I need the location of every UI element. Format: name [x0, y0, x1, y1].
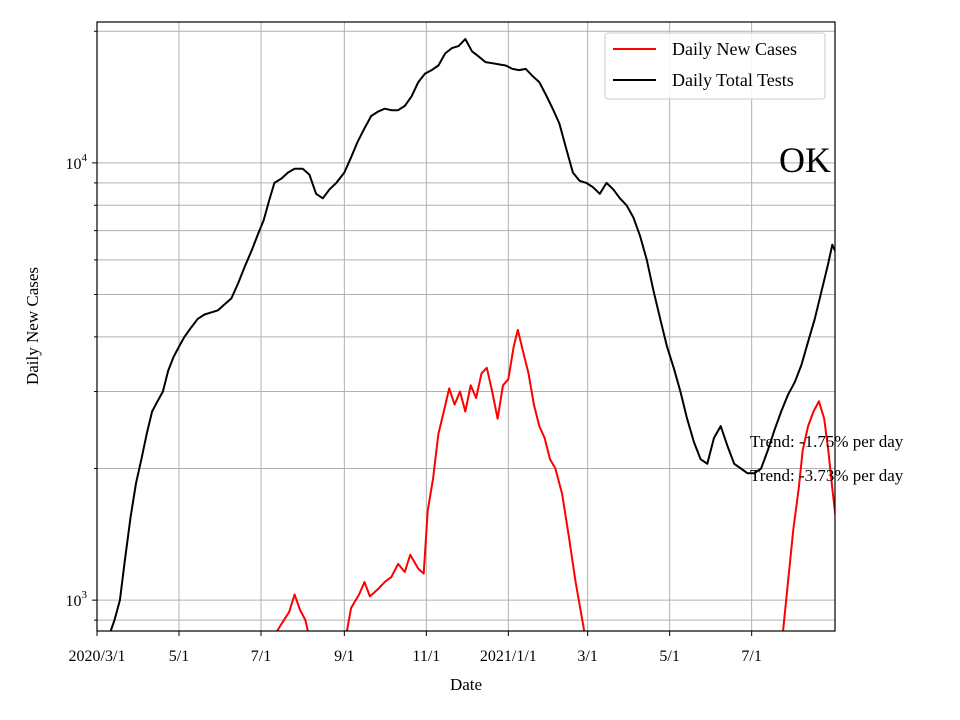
trend-cases-label: Trend: -1.75% per day — [750, 432, 904, 451]
trend-tests-label: Trend: -3.73% per day — [750, 466, 904, 485]
axis-ticks: 2020/3/1 5/1 7/1 9/1 11/1 2021/1/1 3/1 5/1 7/1 10… — [66, 30, 762, 665]
legend: Daily New Cases Daily Total Tests — [604, 32, 826, 100]
x-tick-label: 7/1 — [741, 648, 761, 665]
series-line-daily-total-tests — [109, 38, 835, 631]
x-tick-label: 2021/1/1 — [480, 648, 537, 665]
legend-box — [604, 32, 826, 100]
plot-frame — [96, 21, 836, 632]
legend-label-tests: Daily Total Tests — [672, 70, 794, 90]
x-tick-label: 2020/3/1 — [69, 648, 126, 665]
y-axis-label: Daily New Cases — [23, 267, 42, 385]
series-layer — [109, 38, 835, 631]
x-tick-label: 11/1 — [412, 648, 440, 665]
state-label: OK — [779, 140, 831, 180]
x-tick-label: 5/1 — [659, 648, 679, 665]
x-tick-label: 5/1 — [169, 648, 189, 665]
x-tick-label: 7/1 — [251, 648, 271, 665]
x-tick-label: 9/1 — [334, 648, 354, 665]
x-axis-label: Date — [450, 675, 482, 694]
series-line-daily-new-cases — [276, 328, 835, 631]
y-tick-label: 103 — [66, 589, 88, 610]
x-tick-label: 3/1 — [577, 648, 597, 665]
y-tick-label: 104 — [66, 152, 88, 173]
grid — [96, 22, 835, 631]
legend-label-cases: Daily New Cases — [672, 39, 797, 59]
